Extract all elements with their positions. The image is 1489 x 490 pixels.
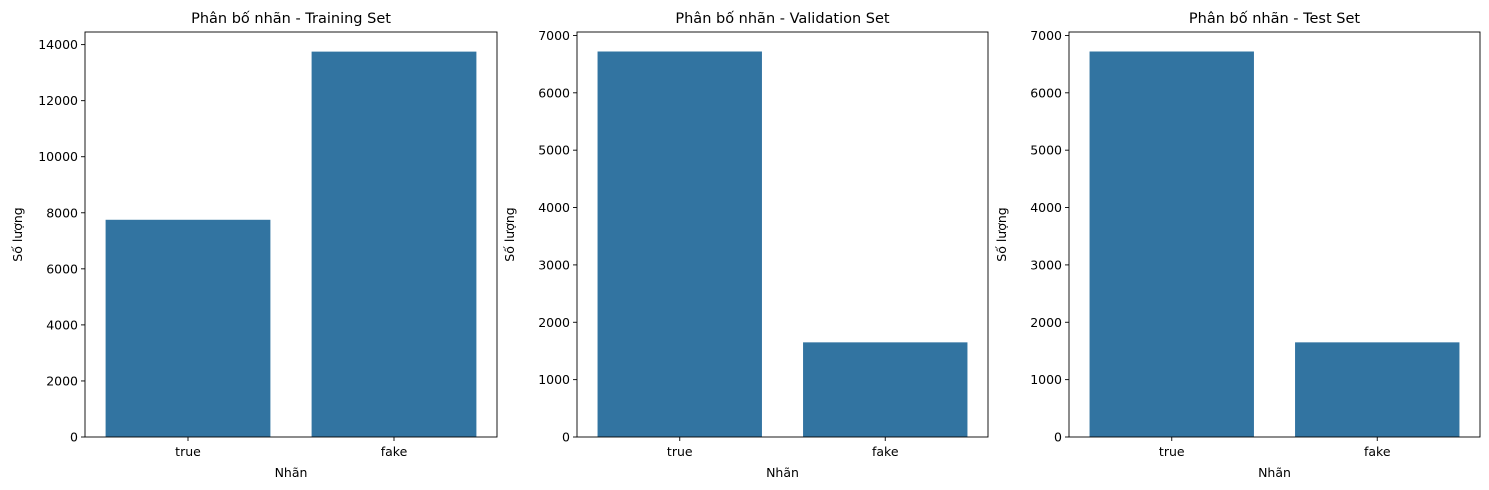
y-axis-label: Số lượng — [994, 207, 1009, 261]
y-tick-label: 3000 — [1030, 257, 1062, 272]
y-tick-label: 4000 — [1030, 200, 1062, 215]
bar-true — [1089, 51, 1254, 438]
chart-title: Phân bố nhãn - Test Set — [1189, 10, 1360, 27]
chart-title: Phân bố nhãn - Validation Set — [675, 10, 890, 27]
y-tick-label: 10000 — [38, 149, 78, 164]
y-tick-label: 6000 — [46, 261, 78, 276]
y-tick-label: 2000 — [1030, 315, 1062, 330]
y-tick-label: 1000 — [1030, 372, 1062, 387]
chart-title: Phân bố nhãn - Training Set — [191, 10, 391, 27]
y-tick-label: 0 — [562, 430, 570, 445]
y-tick-label: 4000 — [46, 317, 78, 332]
y-tick-label: 1000 — [538, 372, 570, 387]
bar-true — [105, 219, 271, 437]
y-tick-label: 7000 — [538, 28, 570, 43]
x-tick-label: fake — [1364, 444, 1391, 459]
x-axis-label: Nhãn — [766, 465, 799, 480]
x-axis-label: Nhãn — [1258, 465, 1291, 480]
y-axis-label: Số lượng — [10, 207, 25, 261]
y-tick-label: 6000 — [1030, 85, 1062, 100]
y-tick-label: 0 — [1054, 430, 1062, 445]
y-tick-label: 4000 — [538, 200, 570, 215]
x-tick-label: true — [175, 444, 201, 459]
y-tick-label: 5000 — [1030, 143, 1062, 158]
y-tick-label: 3000 — [538, 257, 570, 272]
y-tick-label: 6000 — [538, 85, 570, 100]
subplot-1: 0 2000 4000 6000 8000 10000 12000 14000 true fake… — [10, 10, 498, 480]
axes-frame — [576, 31, 989, 438]
x-tick-label: true — [1159, 444, 1185, 459]
x-tick-label: fake — [381, 444, 408, 459]
y-tick-label: 8000 — [46, 205, 78, 220]
axes-frame — [84, 31, 498, 438]
x-axis-label: Nhãn — [275, 465, 308, 480]
y-tick-label: 2000 — [538, 315, 570, 330]
bar-fake — [803, 342, 968, 437]
x-tick-label: fake — [872, 444, 899, 459]
y-tick-label: 12000 — [38, 93, 78, 108]
x-tick-label: true — [667, 444, 693, 459]
y-tick-label: 14000 — [38, 37, 78, 52]
axes-frame — [1068, 31, 1481, 438]
y-tick-label: 2000 — [46, 373, 78, 388]
y-tick-label: 0 — [70, 430, 78, 445]
bar-true — [597, 51, 762, 438]
y-tick-label: 7000 — [1030, 28, 1062, 43]
bar-fake — [1295, 342, 1460, 437]
bar-fake — [311, 51, 477, 437]
y-tick-label: 5000 — [538, 143, 570, 158]
subplot-2: 0 1000 2000 3000 4000 5000 6000 7000 true fake Phâ… — [502, 10, 989, 480]
subplot-3: 0 1000 2000 3000 4000 5000 6000 7000 true fake Phâ… — [994, 10, 1481, 480]
y-axis-label: Số lượng — [502, 207, 517, 261]
